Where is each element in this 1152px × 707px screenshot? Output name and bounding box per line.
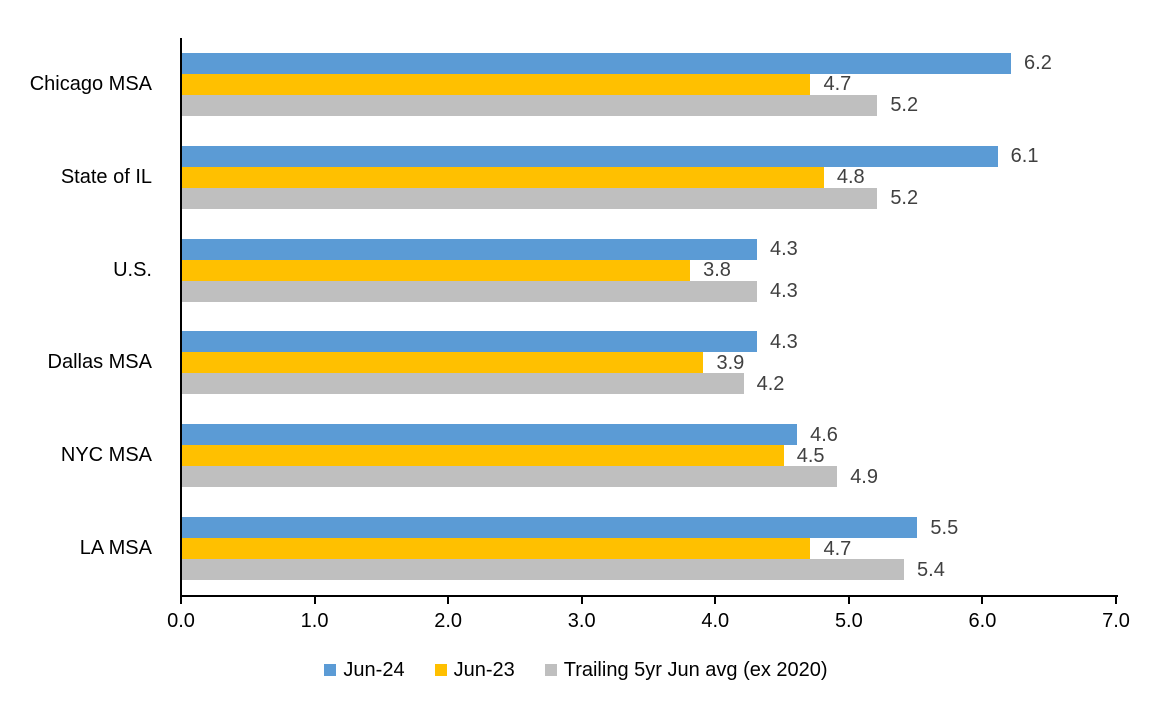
bar-slot: 4.7 — [182, 73, 1118, 96]
x-tick-label: 7.0 — [1102, 610, 1130, 632]
bar — [182, 331, 757, 353]
legend-item: Jun-23 — [434, 658, 515, 682]
bar — [182, 424, 798, 446]
bar-slot: 4.2 — [182, 372, 1118, 395]
legend-label: Jun-24 — [343, 658, 405, 681]
legend-item: Trailing 5yr Jun avg (ex 2020) — [544, 658, 828, 682]
bar — [182, 559, 905, 581]
bar-slot: 4.3 — [182, 280, 1118, 303]
x-tick — [714, 597, 717, 604]
value-label: 5.4 — [917, 558, 945, 581]
bar — [182, 166, 824, 188]
value-label: 5.2 — [890, 187, 919, 210]
x-tick-label: 1.0 — [300, 610, 329, 632]
value-label: 4.6 — [810, 423, 838, 446]
bar — [182, 238, 757, 260]
bar-slot: 6.2 — [182, 52, 1118, 75]
bar-slot: 5.5 — [182, 516, 1118, 539]
bar-group: 6.2 4.7 5.2 — [182, 38, 1118, 131]
value-label: 4.3 — [769, 238, 798, 261]
bar-slot: 4.3 — [182, 238, 1118, 261]
bar-slot: 5.2 — [182, 187, 1118, 210]
bar-group: 4.3 3.9 4.2 — [182, 316, 1118, 409]
value-label: 6.1 — [1010, 145, 1039, 168]
value-label: 4.7 — [823, 73, 852, 96]
bar — [182, 538, 811, 560]
bar-group: 5.5 4.7 5.4 — [182, 502, 1118, 595]
value-label: 5.5 — [930, 516, 959, 539]
bar-slot: 4.8 — [182, 166, 1118, 189]
bar — [182, 445, 784, 467]
category-label: NYC MSA — [60, 444, 152, 467]
legend-item: Jun-24 — [324, 658, 405, 682]
value-label: 4.3 — [769, 330, 798, 353]
bar-slot: 4.5 — [182, 444, 1118, 467]
value-label: 3.8 — [703, 259, 731, 282]
bar-slot: 3.8 — [182, 259, 1118, 282]
value-label: 5.2 — [890, 94, 919, 117]
value-label: 4.7 — [823, 537, 852, 560]
value-label: 4.2 — [756, 372, 785, 395]
bar-slot: 4.9 — [182, 465, 1118, 488]
bar-slot: 5.4 — [182, 558, 1118, 581]
bar — [182, 73, 811, 95]
bar — [182, 466, 838, 488]
bar — [182, 373, 744, 395]
bar-group: 6.1 4.8 5.2 — [182, 131, 1118, 224]
x-tick — [981, 597, 984, 604]
category-axis: Chicago MSA State of IL U.S. Dallas MSA NYC … — [0, 38, 166, 595]
value-label: 4.3 — [769, 280, 798, 303]
value-label: 4.9 — [850, 465, 878, 488]
x-tick — [847, 597, 850, 604]
bar — [182, 187, 878, 209]
legend-swatch-icon — [324, 664, 337, 676]
legend-swatch-icon — [434, 664, 447, 676]
x-axis-line — [180, 595, 1118, 597]
bar-slot: 4.3 — [182, 330, 1118, 353]
x-tick-label: 5.0 — [834, 610, 863, 632]
x-tick — [180, 597, 182, 604]
value-label: 4.8 — [836, 166, 865, 189]
x-tick — [447, 597, 450, 604]
bar — [182, 145, 998, 167]
bar — [182, 259, 691, 281]
value-label: 3.9 — [716, 351, 745, 374]
legend-label: Trailing 5yr Jun avg (ex 2020) — [563, 658, 828, 681]
x-tick — [1115, 597, 1117, 604]
bar — [182, 517, 918, 539]
x-tick-label: 3.0 — [567, 610, 596, 632]
category-label: Chicago MSA — [29, 72, 152, 95]
category-label: U.S. — [113, 258, 152, 281]
bar — [182, 52, 1012, 74]
bar-slot: 6.1 — [182, 145, 1118, 168]
bar-group: 4.6 4.5 4.9 — [182, 409, 1118, 502]
bar — [182, 280, 757, 302]
x-axis: 0.0 1.0 2.0 3.0 4.0 5.0 6.0 7.0 — [167, 597, 1130, 645]
value-label: 6.2 — [1024, 52, 1052, 75]
x-tick-label: 2.0 — [434, 610, 463, 632]
bar-slot: 4.6 — [182, 423, 1118, 446]
bar-slot: 4.7 — [182, 537, 1118, 560]
x-tick-label: 4.0 — [701, 610, 730, 632]
legend: Jun-24 Jun-23 Trailing 5yr Jun avg (ex 202… — [0, 652, 1152, 688]
bar — [182, 352, 704, 374]
legend-swatch-icon — [544, 664, 557, 676]
bar-slot: 3.9 — [182, 351, 1118, 374]
x-tick-label: 0.0 — [167, 610, 195, 632]
bar — [182, 94, 878, 116]
category-label: Dallas MSA — [47, 351, 152, 374]
value-label: 4.5 — [796, 444, 825, 467]
bar-slot: 5.2 — [182, 94, 1118, 117]
x-tick — [580, 597, 583, 604]
bar-group: 4.3 3.8 4.3 — [182, 224, 1118, 317]
category-label: State of IL — [60, 165, 152, 188]
plot-area: 6.2 4.7 5.2 6.1 4.8 5.2 4.3 3.8 4.3 4.3 3.9 4.2 4.6 4… — [180, 38, 1118, 595]
category-label: LA MSA — [79, 537, 152, 560]
legend-label: Jun-23 — [453, 658, 515, 681]
x-tick — [313, 597, 316, 604]
x-tick-label: 6.0 — [968, 610, 997, 632]
